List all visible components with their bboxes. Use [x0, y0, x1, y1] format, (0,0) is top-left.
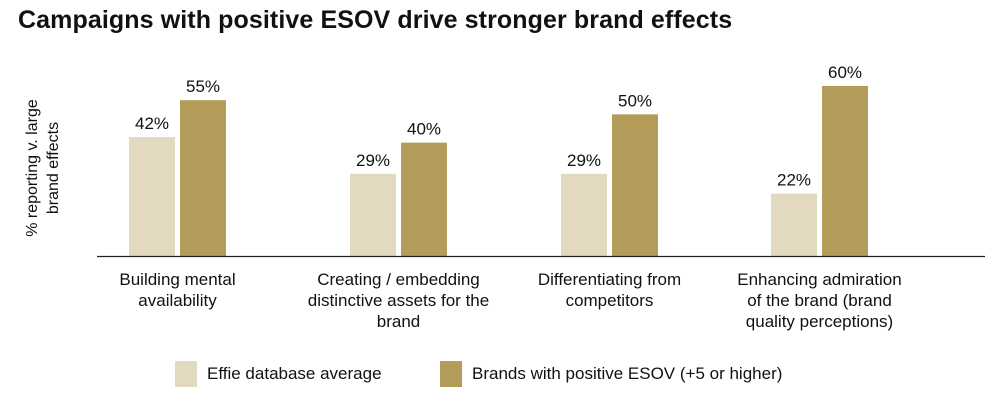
category-label-line: Creating / embedding: [317, 270, 480, 289]
bar-effie-average-1: [129, 137, 175, 256]
bar-chart: 42% 55% Building mental availability 29% 40% C…: [97, 63, 985, 331]
legend-item-effie-average: Effie database average: [175, 360, 382, 388]
data-label-positive-esov-4: 60%: [828, 63, 862, 82]
bar-effie-average-2: [350, 173, 396, 256]
legend-swatch-effie-average: [175, 361, 197, 387]
bar-effie-average-4: [771, 193, 817, 256]
category-label-line: Differentiating from: [538, 270, 681, 289]
bar-positive-esov-3: [612, 114, 658, 256]
category-label-line: of the brand (brand: [747, 291, 892, 310]
legend-item-positive-esov: Brands with positive ESOV (+5 or higher): [440, 360, 782, 388]
category-label-line: competitors: [566, 291, 654, 310]
bar-positive-esov-4: [822, 86, 868, 256]
legend-label-positive-esov: Brands with positive ESOV (+5 or higher): [472, 364, 783, 383]
category-label-line: distinctive assets for the: [308, 291, 489, 310]
data-label-effie-average-2: 29%: [356, 151, 390, 170]
category-label-1: Building mental availability: [119, 270, 235, 310]
category-label-4: Enhancing admiration of the brand (brand q…: [737, 270, 901, 331]
bar-positive-esov-1: [180, 100, 226, 257]
data-label-positive-esov-2: 40%: [407, 120, 441, 139]
data-label-effie-average-4: 22%: [777, 171, 811, 190]
chart-title: Campaigns with positive ESOV drive stron…: [18, 6, 733, 34]
bar-effie-average-3: [561, 173, 607, 256]
legend-swatch-positive-esov: [440, 361, 462, 387]
legend: Effie database average Brands with posit…: [0, 360, 1000, 390]
data-label-effie-average-1: 42%: [135, 114, 169, 133]
data-label-effie-average-3: 29%: [567, 151, 601, 170]
data-label-positive-esov-3: 50%: [618, 91, 652, 110]
category-label-line: brand: [377, 312, 420, 331]
category-label-line: availability: [138, 291, 217, 310]
data-label-positive-esov-1: 55%: [186, 77, 220, 96]
category-label-line: Building mental: [119, 270, 235, 289]
category-label-3: Differentiating from competitors: [538, 270, 681, 310]
bar-positive-esov-2: [401, 142, 447, 256]
legend-label-effie-average: Effie database average: [207, 364, 382, 383]
category-label-2: Creating / embedding distinctive assets f…: [308, 270, 489, 331]
category-label-line: quality perceptions): [746, 312, 893, 331]
category-label-line: Enhancing admiration: [737, 270, 901, 289]
